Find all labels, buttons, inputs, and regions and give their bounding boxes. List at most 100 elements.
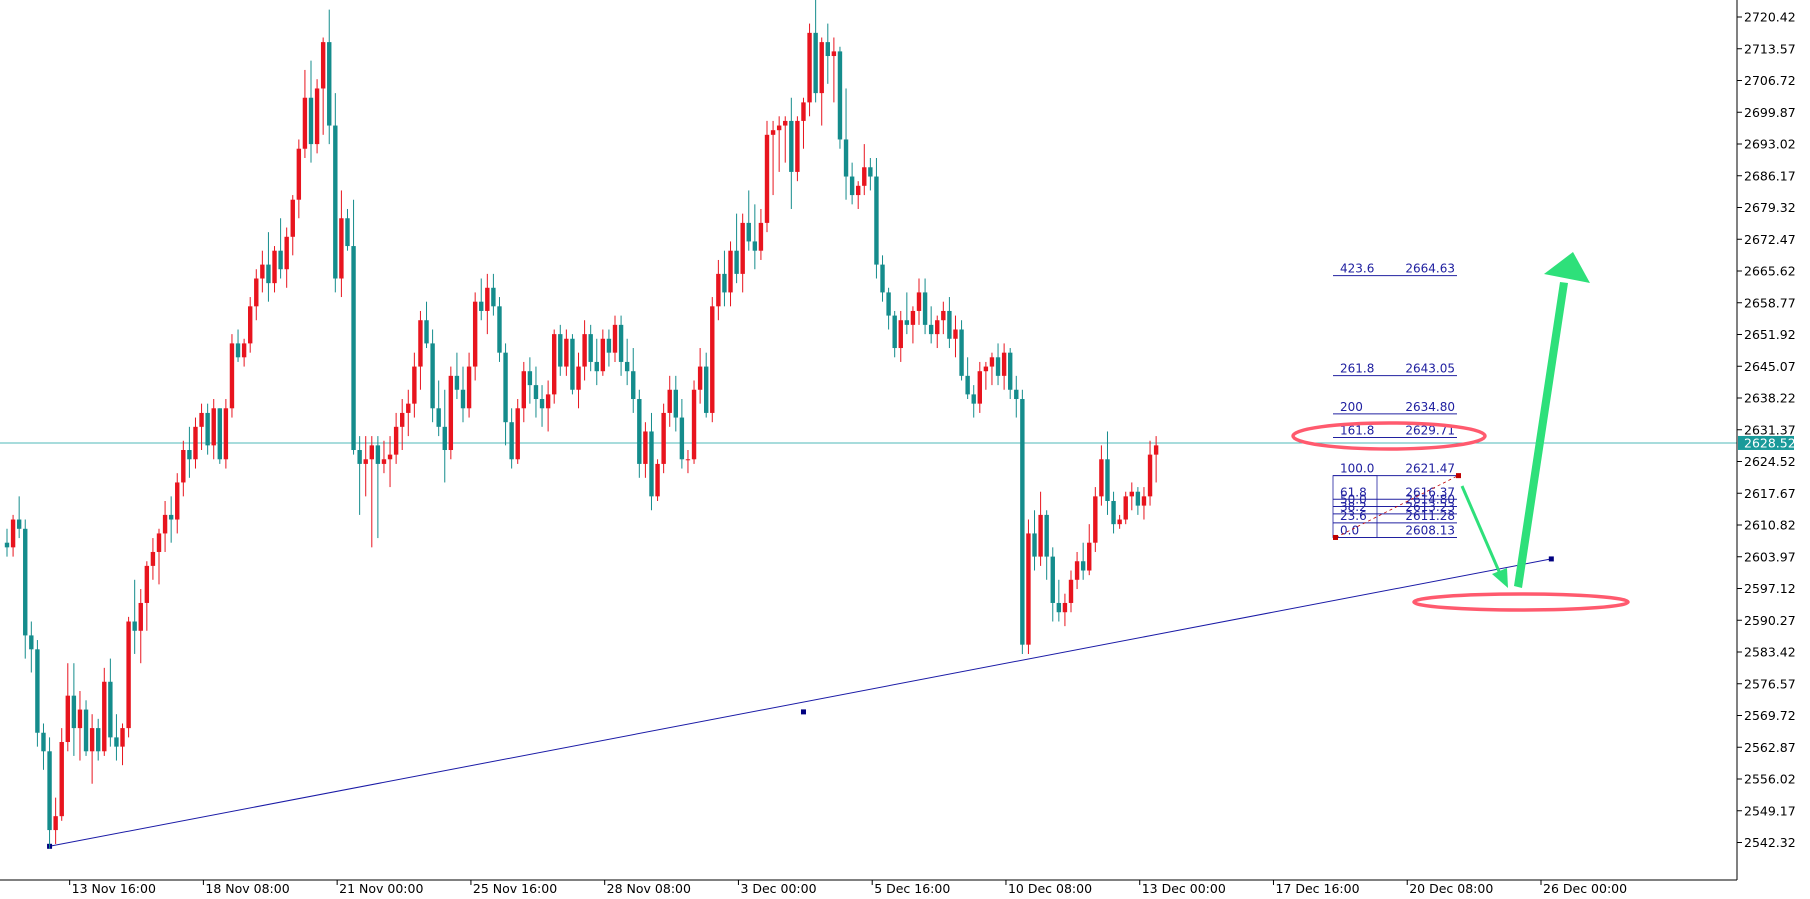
candle <box>357 436 362 515</box>
candle <box>631 348 636 413</box>
price-tick-label: 2658.77 <box>1744 295 1796 310</box>
candle <box>886 287 891 330</box>
candle <box>120 723 125 766</box>
trendline-anchor-point[interactable] <box>800 709 806 715</box>
candles-layer <box>4 0 1159 849</box>
candle-body <box>102 681 107 752</box>
candle <box>740 213 745 293</box>
candle-body <box>168 514 174 520</box>
candle <box>418 310 423 390</box>
fib-level-ratio: 100.0 <box>1340 462 1374 476</box>
candle <box>1141 487 1147 520</box>
candle <box>89 714 95 784</box>
candle <box>181 440 186 497</box>
price-tick-label: 2679.32 <box>1744 200 1796 215</box>
candle <box>758 208 764 260</box>
candle-body <box>819 42 824 94</box>
candle-body <box>1111 500 1116 525</box>
candle-body <box>1135 491 1141 506</box>
fib-anchor-point[interactable] <box>1456 473 1461 479</box>
candle <box>217 408 222 464</box>
fib-anchor-point[interactable] <box>1333 534 1338 540</box>
candle <box>1123 491 1128 525</box>
price-tick-label: 2651.92 <box>1744 327 1796 342</box>
candle <box>284 227 289 288</box>
candle <box>527 357 533 404</box>
candle <box>412 352 417 418</box>
price-tick-label: 2562.87 <box>1744 740 1796 755</box>
candle-body <box>552 334 557 395</box>
candle-body <box>1141 496 1147 506</box>
candle <box>126 616 131 738</box>
candle <box>150 538 156 580</box>
candle-body <box>886 292 891 316</box>
candle <box>673 375 678 432</box>
candle-body <box>1001 352 1007 376</box>
candle-body <box>704 366 709 413</box>
candle-body <box>162 514 168 534</box>
candle <box>916 278 922 325</box>
candle-body <box>673 389 678 418</box>
candle <box>229 334 235 418</box>
candle <box>369 436 374 548</box>
price-axis[interactable]: 2720.42 2713.57 2706.72 2699.87 2693.02 2686.… <box>1736 0 1796 880</box>
fib-level-ratio: 261.8 <box>1340 362 1374 376</box>
candle <box>345 208 350 251</box>
trendline-layer[interactable] <box>47 556 1554 849</box>
time-axis[interactable]: 13 Nov 16:00 18 Nov 08:00 21 Nov 00:00 25 N… <box>0 879 1737 896</box>
candle-body <box>138 602 143 631</box>
candle <box>4 528 10 557</box>
candle <box>430 329 435 423</box>
price-tick-label: 2617.67 <box>1744 486 1796 501</box>
candle <box>156 528 162 585</box>
candle <box>728 241 733 307</box>
candle <box>1111 491 1116 534</box>
candle-body <box>941 310 946 321</box>
time-tick-label: 25 Nov 16:00 <box>473 881 557 895</box>
candle <box>491 273 496 316</box>
candle <box>637 389 642 478</box>
candle-body <box>1068 579 1074 603</box>
candle <box>1014 375 1019 418</box>
candle-body <box>758 222 764 251</box>
candle-body <box>807 32 812 103</box>
candle-body <box>801 102 806 121</box>
candle <box>819 37 824 126</box>
fib-anchor-line[interactable] <box>1335 475 1459 538</box>
candle-body <box>1093 496 1098 543</box>
candle-body <box>1014 389 1019 400</box>
candle-body <box>272 250 277 284</box>
candle <box>679 399 685 469</box>
candle-body <box>333 125 338 279</box>
candle <box>795 116 800 182</box>
candle-body <box>260 264 265 279</box>
price-tick-label: 2624.52 <box>1744 454 1796 469</box>
candle <box>254 269 259 321</box>
candle <box>102 667 107 756</box>
candle <box>959 320 964 381</box>
candle <box>485 273 490 335</box>
candle-body <box>922 292 928 325</box>
candle-body <box>977 371 982 404</box>
candle <box>953 315 958 358</box>
time-tick-label: 3 Dec 00:00 <box>740 881 816 895</box>
candle <box>965 357 970 400</box>
candle <box>685 450 691 474</box>
candle-body <box>193 426 198 460</box>
candle-body <box>16 519 22 529</box>
candle-body <box>637 399 642 464</box>
candle-body <box>868 167 873 177</box>
candle <box>697 348 703 404</box>
candle-body <box>898 320 903 349</box>
candle <box>1062 593 1068 627</box>
candle <box>1020 389 1025 654</box>
candle <box>588 324 593 372</box>
price-tick-label: 2713.57 <box>1744 41 1796 56</box>
trendline-anchor-point[interactable] <box>1548 556 1554 562</box>
candle-body <box>4 542 10 548</box>
trendline[interactable] <box>49 558 1552 847</box>
time-tick-label: 28 Nov 08:00 <box>607 881 691 895</box>
